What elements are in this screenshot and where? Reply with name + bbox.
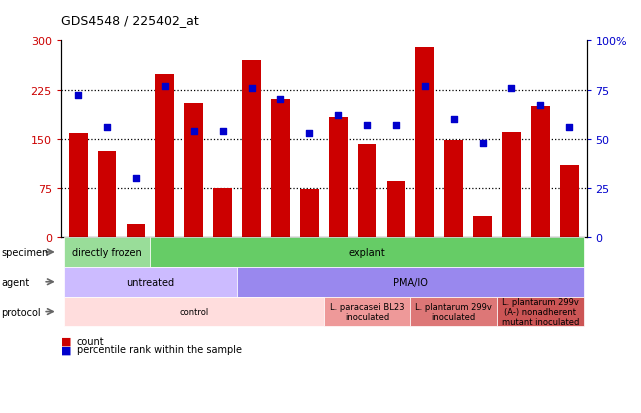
Bar [300,190,319,237]
Bar [502,133,520,237]
Bar [358,145,376,237]
Text: control: control [179,307,208,316]
Point [102,124,112,131]
Point [333,113,344,119]
Bar [156,75,174,237]
Text: ■: ■ [61,336,71,346]
Bar [473,216,492,237]
Text: ■: ■ [61,344,71,354]
Point [449,116,459,123]
Point [535,103,545,109]
Bar [127,224,146,237]
Text: GDS4548 / 225402_at: GDS4548 / 225402_at [61,14,199,27]
Bar [329,118,347,237]
Point [304,130,314,137]
Text: agent: agent [1,277,29,287]
Point [188,128,199,135]
Bar [415,48,434,237]
Bar [531,107,550,237]
Point [478,140,488,147]
Bar [185,103,203,237]
Bar [242,61,261,237]
Point [564,124,574,131]
Bar [444,141,463,237]
Text: percentile rank within the sample: percentile rank within the sample [77,344,242,354]
Text: directly frozen: directly frozen [72,247,142,257]
Point [506,85,517,92]
Point [420,83,430,90]
Point [362,122,372,129]
Text: PMA/IO: PMA/IO [393,277,428,287]
Point [131,175,141,182]
Text: specimen: specimen [1,247,49,257]
Bar [69,134,88,237]
Bar [97,151,117,237]
Bar [387,182,405,237]
Point [246,85,256,92]
Text: L. plantarum 299v
inoculated: L. plantarum 299v inoculated [415,302,492,321]
Bar [213,188,232,237]
Text: L. plantarum 299v
(A-) nonadherent
mutant inoculated: L. plantarum 299v (A-) nonadherent mutan… [502,297,579,327]
Point [275,97,285,104]
Text: L. paracasei BL23
inoculated: L. paracasei BL23 inoculated [329,302,404,321]
Point [73,93,83,100]
Bar [560,166,579,237]
Text: untreated: untreated [126,277,174,287]
Point [391,122,401,129]
Text: count: count [77,336,104,346]
Text: explant: explant [349,247,385,257]
Point [217,128,228,135]
Point [160,83,170,90]
Bar [271,100,290,237]
Text: protocol: protocol [1,307,41,317]
